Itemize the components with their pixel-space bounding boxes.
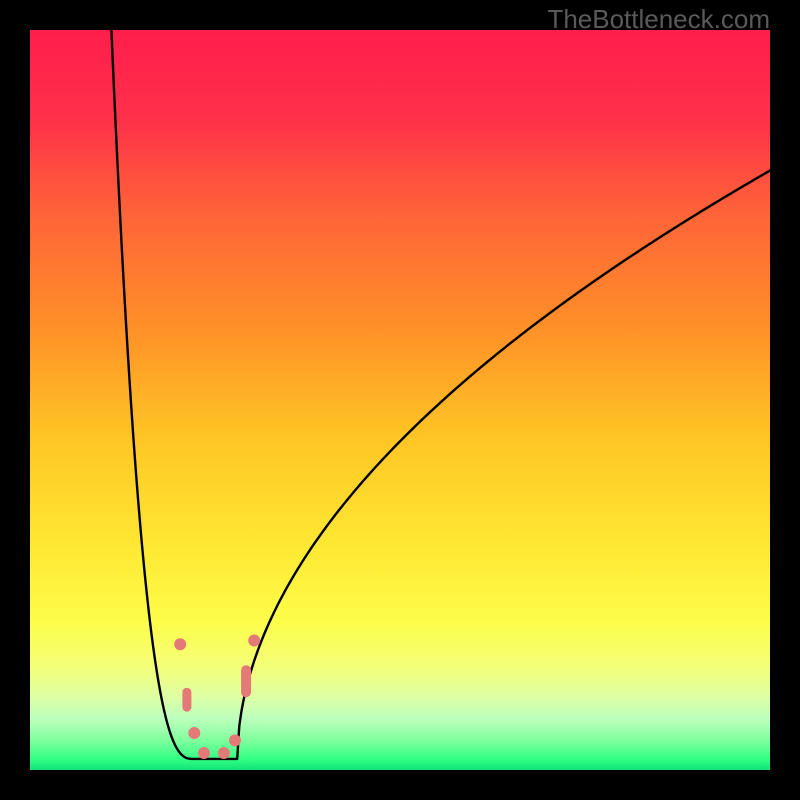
marker-dot [218,747,230,759]
marker-capsule [241,665,251,697]
chart-stage: TheBottleneck.com [0,0,800,800]
marker-dot [229,734,241,746]
plot-area [30,30,770,770]
marker-dot [188,727,200,739]
marker-dot [248,635,260,647]
bottleneck-curve [111,30,770,759]
marker-dot [174,638,186,650]
markers-group [174,635,260,759]
marker-dot [198,747,210,759]
marker-capsule [182,688,191,712]
curve-svg [30,30,770,770]
watermark-text: TheBottleneck.com [547,4,770,35]
